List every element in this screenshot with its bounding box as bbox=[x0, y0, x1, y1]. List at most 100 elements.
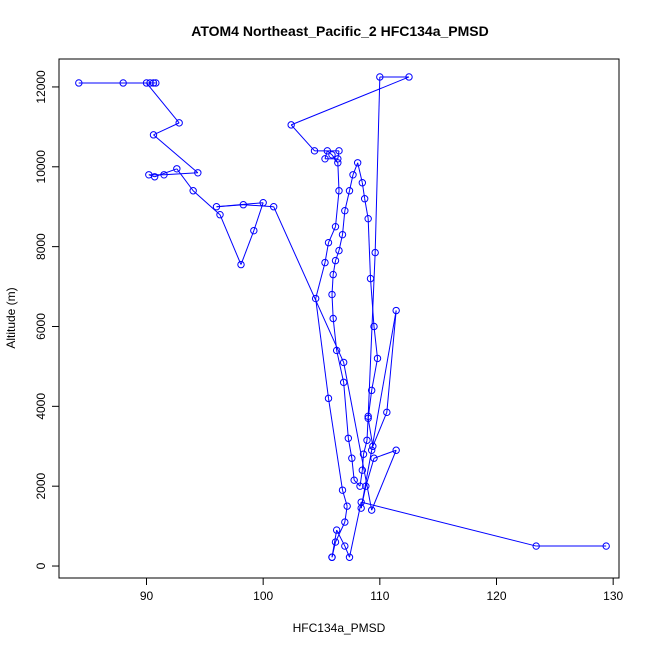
series-line-segment bbox=[343, 362, 373, 511]
series-line-segment bbox=[163, 172, 198, 176]
data-point bbox=[357, 504, 365, 512]
data-point bbox=[328, 151, 336, 159]
data-point bbox=[194, 169, 202, 177]
data-point bbox=[239, 201, 248, 209]
data-point bbox=[367, 506, 376, 514]
y-axis-label: Altitude (m) bbox=[4, 287, 18, 348]
series-line-segment bbox=[371, 358, 378, 391]
data-point bbox=[349, 171, 357, 179]
data-point bbox=[331, 222, 340, 231]
data-point bbox=[160, 171, 168, 179]
data-point bbox=[532, 542, 540, 550]
series-line-segment bbox=[374, 76, 381, 253]
series-line-segment bbox=[337, 150, 340, 159]
data-point bbox=[328, 290, 336, 299]
data-point bbox=[332, 346, 341, 355]
data-point bbox=[356, 482, 364, 490]
series-line-segment bbox=[335, 250, 340, 261]
series-line-segment bbox=[336, 350, 345, 383]
data-point bbox=[341, 207, 349, 215]
series-line-segment bbox=[146, 82, 180, 124]
data-point bbox=[370, 322, 378, 331]
series-line-segment bbox=[153, 122, 180, 136]
series-line-segment bbox=[365, 458, 375, 487]
series-line-segment bbox=[366, 416, 369, 441]
data-point bbox=[145, 171, 153, 179]
data-point bbox=[341, 542, 349, 550]
series-line-segment bbox=[363, 440, 368, 455]
series-line-segment bbox=[324, 150, 328, 159]
data-point bbox=[146, 79, 154, 87]
x-axis-label: HFC134a_PMSD bbox=[293, 621, 386, 635]
series-line-segment bbox=[370, 278, 375, 327]
data-point bbox=[324, 238, 333, 247]
data-point bbox=[370, 454, 378, 462]
data-point bbox=[338, 486, 347, 494]
data-point bbox=[142, 79, 151, 87]
series-line-segment bbox=[290, 124, 315, 152]
data-point bbox=[334, 155, 342, 163]
x-axis: 90 100 110 120 130 bbox=[140, 577, 623, 603]
series-line-segment bbox=[349, 502, 362, 558]
data-point bbox=[358, 179, 367, 187]
series-line-segment bbox=[344, 545, 350, 558]
data-point bbox=[405, 73, 413, 81]
data-point bbox=[334, 159, 342, 167]
y-tick-label: 8000 bbox=[34, 233, 48, 260]
series-line-segment bbox=[219, 214, 242, 265]
series-line-segment bbox=[315, 298, 329, 399]
data-point bbox=[367, 446, 376, 454]
data-point bbox=[332, 526, 341, 534]
series-line-segment bbox=[342, 210, 346, 235]
data-point bbox=[329, 270, 337, 279]
y-tick-label: 12000 bbox=[34, 70, 48, 104]
series-line-segment bbox=[371, 310, 397, 451]
data-point bbox=[328, 553, 336, 561]
series-line-segment bbox=[361, 182, 366, 199]
data-point bbox=[364, 412, 372, 421]
data-point bbox=[321, 258, 329, 267]
data-point bbox=[392, 446, 400, 454]
data-point bbox=[341, 518, 349, 526]
y-axis: 0 2000 4000 6000 8000 10000 12000 bbox=[34, 70, 60, 569]
data-point bbox=[311, 294, 320, 303]
series-line-segment bbox=[154, 168, 177, 178]
x-tick-label: 130 bbox=[603, 589, 623, 603]
data-point bbox=[353, 159, 362, 167]
series-line-segment bbox=[360, 486, 367, 509]
data-point bbox=[331, 538, 340, 546]
x-tick-label: 120 bbox=[486, 589, 506, 603]
series-line-segment bbox=[273, 206, 345, 363]
data-point bbox=[323, 147, 332, 155]
data-point bbox=[173, 165, 181, 173]
data-point bbox=[119, 79, 127, 87]
data-point bbox=[329, 314, 337, 323]
series-line-segment bbox=[290, 76, 410, 126]
series-line-segment bbox=[359, 470, 363, 487]
data-point bbox=[250, 226, 258, 235]
series-line-segment bbox=[153, 134, 199, 174]
x-tick-label: 90 bbox=[140, 589, 154, 603]
series-line-segment bbox=[344, 506, 348, 523]
series-line-segment bbox=[352, 162, 359, 175]
data-point bbox=[339, 358, 348, 367]
y-tick-label: 4000 bbox=[34, 393, 48, 420]
data-point bbox=[338, 230, 347, 239]
series-line-segment bbox=[372, 412, 388, 447]
data-point bbox=[602, 542, 610, 550]
data-point bbox=[189, 187, 197, 195]
y-tick-label: 2000 bbox=[34, 473, 48, 500]
series-line-segment bbox=[331, 541, 336, 558]
series-line-segment bbox=[361, 501, 537, 547]
data-point bbox=[175, 119, 183, 127]
data-point bbox=[366, 274, 375, 283]
data-point bbox=[212, 203, 221, 211]
x-tick-label: 100 bbox=[253, 589, 273, 603]
data-point bbox=[335, 147, 343, 155]
series-line-segment bbox=[331, 294, 334, 319]
data-point bbox=[344, 434, 353, 442]
data-point bbox=[75, 79, 83, 87]
data-point bbox=[359, 450, 368, 458]
data-point bbox=[383, 408, 391, 417]
